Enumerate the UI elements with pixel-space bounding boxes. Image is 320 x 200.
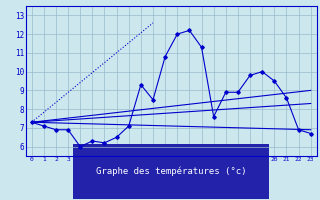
X-axis label: Graphe des températures (°c): Graphe des températures (°c) (96, 167, 246, 176)
